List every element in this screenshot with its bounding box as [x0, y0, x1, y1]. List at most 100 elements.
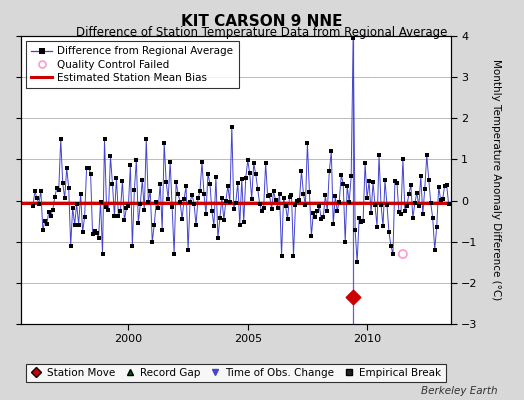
Point: [130, 187, 138, 194]
Point: [126, 162, 135, 169]
Point: [373, 223, 381, 230]
Point: [92, 230, 101, 236]
Point: [331, 193, 340, 200]
Point: [397, 211, 405, 217]
Point: [309, 209, 318, 216]
Point: [220, 217, 228, 223]
Point: [371, 202, 379, 209]
Point: [323, 208, 332, 214]
Point: [90, 228, 99, 234]
Point: [100, 136, 108, 142]
Point: [104, 207, 113, 213]
Point: [317, 216, 325, 222]
Point: [146, 188, 155, 194]
Point: [180, 196, 188, 202]
Point: [176, 198, 184, 205]
Point: [399, 251, 407, 257]
Point: [184, 247, 192, 253]
Point: [79, 229, 87, 235]
Point: [299, 190, 308, 197]
Point: [102, 203, 111, 210]
Point: [230, 206, 238, 212]
Point: [106, 153, 115, 160]
Point: [295, 197, 303, 203]
Point: [349, 35, 357, 41]
Point: [118, 177, 127, 184]
Point: [355, 215, 363, 222]
Point: [257, 208, 266, 214]
Point: [363, 195, 372, 202]
Point: [237, 176, 246, 182]
Point: [399, 156, 407, 163]
Point: [305, 189, 313, 195]
Point: [72, 200, 81, 207]
Point: [441, 182, 449, 189]
Point: [122, 205, 130, 212]
Point: [381, 177, 389, 184]
Point: [52, 185, 61, 191]
Point: [196, 188, 204, 194]
Text: Berkeley Earth: Berkeley Earth: [421, 386, 498, 396]
Point: [166, 158, 174, 165]
Point: [94, 235, 103, 241]
Point: [54, 187, 63, 193]
Y-axis label: Monthly Temperature Anomaly Difference (°C): Monthly Temperature Anomaly Difference (…: [492, 59, 501, 301]
Point: [194, 195, 202, 202]
Point: [442, 182, 451, 188]
Point: [266, 192, 274, 199]
Point: [345, 199, 353, 206]
Point: [333, 208, 342, 214]
Point: [395, 209, 403, 216]
Point: [269, 188, 278, 195]
Point: [226, 199, 234, 205]
Point: [124, 203, 133, 210]
Point: [132, 157, 140, 163]
Point: [313, 208, 322, 214]
Point: [424, 176, 433, 183]
Point: [32, 195, 41, 201]
Point: [62, 165, 71, 171]
Point: [287, 192, 296, 198]
Point: [436, 197, 445, 203]
Point: [315, 203, 323, 210]
Point: [293, 198, 302, 204]
Point: [285, 194, 293, 200]
Point: [144, 198, 152, 205]
Point: [160, 140, 168, 146]
Text: Difference of Station Temperature Data from Regional Average: Difference of Station Temperature Data f…: [77, 26, 447, 39]
Point: [422, 152, 431, 158]
Point: [208, 208, 216, 214]
Point: [172, 179, 180, 186]
Point: [249, 160, 258, 167]
Point: [244, 157, 252, 164]
Point: [359, 217, 367, 224]
Point: [246, 170, 254, 177]
Point: [210, 223, 218, 229]
Point: [351, 227, 359, 233]
Point: [247, 196, 256, 202]
Point: [110, 213, 118, 219]
Point: [319, 214, 328, 220]
Point: [365, 178, 373, 184]
Point: [234, 180, 242, 186]
Point: [138, 177, 147, 183]
Point: [303, 140, 312, 146]
Point: [168, 203, 177, 210]
Point: [337, 172, 345, 178]
Point: [307, 233, 315, 239]
Point: [339, 180, 347, 187]
Point: [150, 222, 158, 228]
Point: [212, 174, 220, 180]
Point: [178, 216, 186, 222]
Point: [383, 202, 391, 208]
Point: [108, 181, 117, 187]
Point: [367, 210, 375, 216]
Point: [74, 222, 83, 228]
Point: [61, 195, 69, 202]
Point: [89, 231, 97, 237]
Point: [389, 251, 397, 257]
Point: [377, 202, 385, 208]
Point: [301, 202, 310, 208]
Point: [116, 208, 125, 214]
Point: [341, 238, 350, 245]
